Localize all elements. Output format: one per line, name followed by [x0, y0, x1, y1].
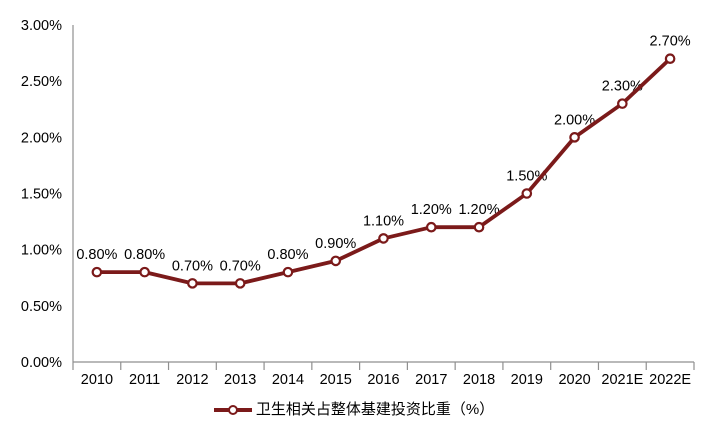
x-axis-tick-label: 2022E	[649, 372, 691, 388]
y-axis-tick-label: 0.00%	[21, 355, 62, 371]
data-point-label: 0.90%	[315, 236, 356, 252]
data-point-marker	[91, 266, 103, 278]
legend: 卫生相关占整体基建投资比重（%）	[0, 401, 707, 419]
data-point-marker	[425, 221, 437, 233]
data-point-marker	[378, 233, 389, 244]
y-axis-tick-label: 0.50%	[21, 299, 62, 315]
x-axis-tick-label: 2015	[320, 372, 352, 388]
data-point-label: 2.70%	[650, 34, 691, 50]
data-point-marker	[664, 53, 676, 64]
data-point-marker	[569, 132, 580, 143]
x-axis-tick-label: 2019	[511, 372, 543, 388]
x-axis-tick-label: 2011	[129, 372, 160, 388]
data-point-marker	[521, 188, 533, 199]
y-axis-tick-label: 1.50%	[21, 187, 62, 203]
data-point-label: 0.80%	[76, 247, 117, 263]
legend-label: 卫生相关占整体基建投资比重（%）	[255, 401, 495, 418]
data-point-marker	[139, 266, 150, 278]
data-point-label: 0.70%	[220, 258, 261, 274]
data-point-marker	[234, 278, 246, 289]
x-axis-tick-label: 2010	[81, 372, 113, 388]
data-point-marker	[282, 266, 294, 278]
x-axis-tick-label: 2021E	[601, 372, 643, 388]
legend-line-marker-icon	[213, 404, 253, 416]
data-point-label: 2.30%	[602, 79, 643, 95]
data-point-marker	[187, 278, 198, 289]
x-axis-tick-label: 2017	[415, 372, 447, 388]
data-point-label: 1.10%	[363, 213, 404, 229]
x-axis-tick-label: 2014	[272, 372, 304, 388]
y-axis-tick-label: 3.00%	[21, 18, 62, 34]
data-point-marker	[330, 255, 342, 267]
data-point-marker	[473, 221, 485, 233]
y-axis-tick-label: 1.00%	[21, 243, 62, 259]
x-axis-tick-label: 2016	[367, 372, 399, 388]
y-axis-tick-label: 2.00%	[21, 130, 62, 146]
data-point-label: 0.80%	[124, 247, 165, 263]
data-point-label: 1.20%	[458, 202, 499, 218]
x-axis-tick-label: 2013	[224, 372, 256, 388]
y-axis-tick-label: 2.50%	[21, 74, 62, 90]
data-point-label: 1.20%	[411, 202, 452, 218]
data-point-label: 2.00%	[554, 112, 595, 128]
data-point-label: 0.80%	[267, 247, 308, 263]
x-axis-tick-label: 2018	[463, 372, 495, 388]
x-axis-tick-label: 2020	[558, 372, 590, 388]
x-axis-tick-label: 2012	[176, 372, 208, 388]
series-line	[94, 56, 673, 286]
data-point-marker	[617, 98, 628, 109]
data-point-label: 0.70%	[172, 258, 213, 274]
